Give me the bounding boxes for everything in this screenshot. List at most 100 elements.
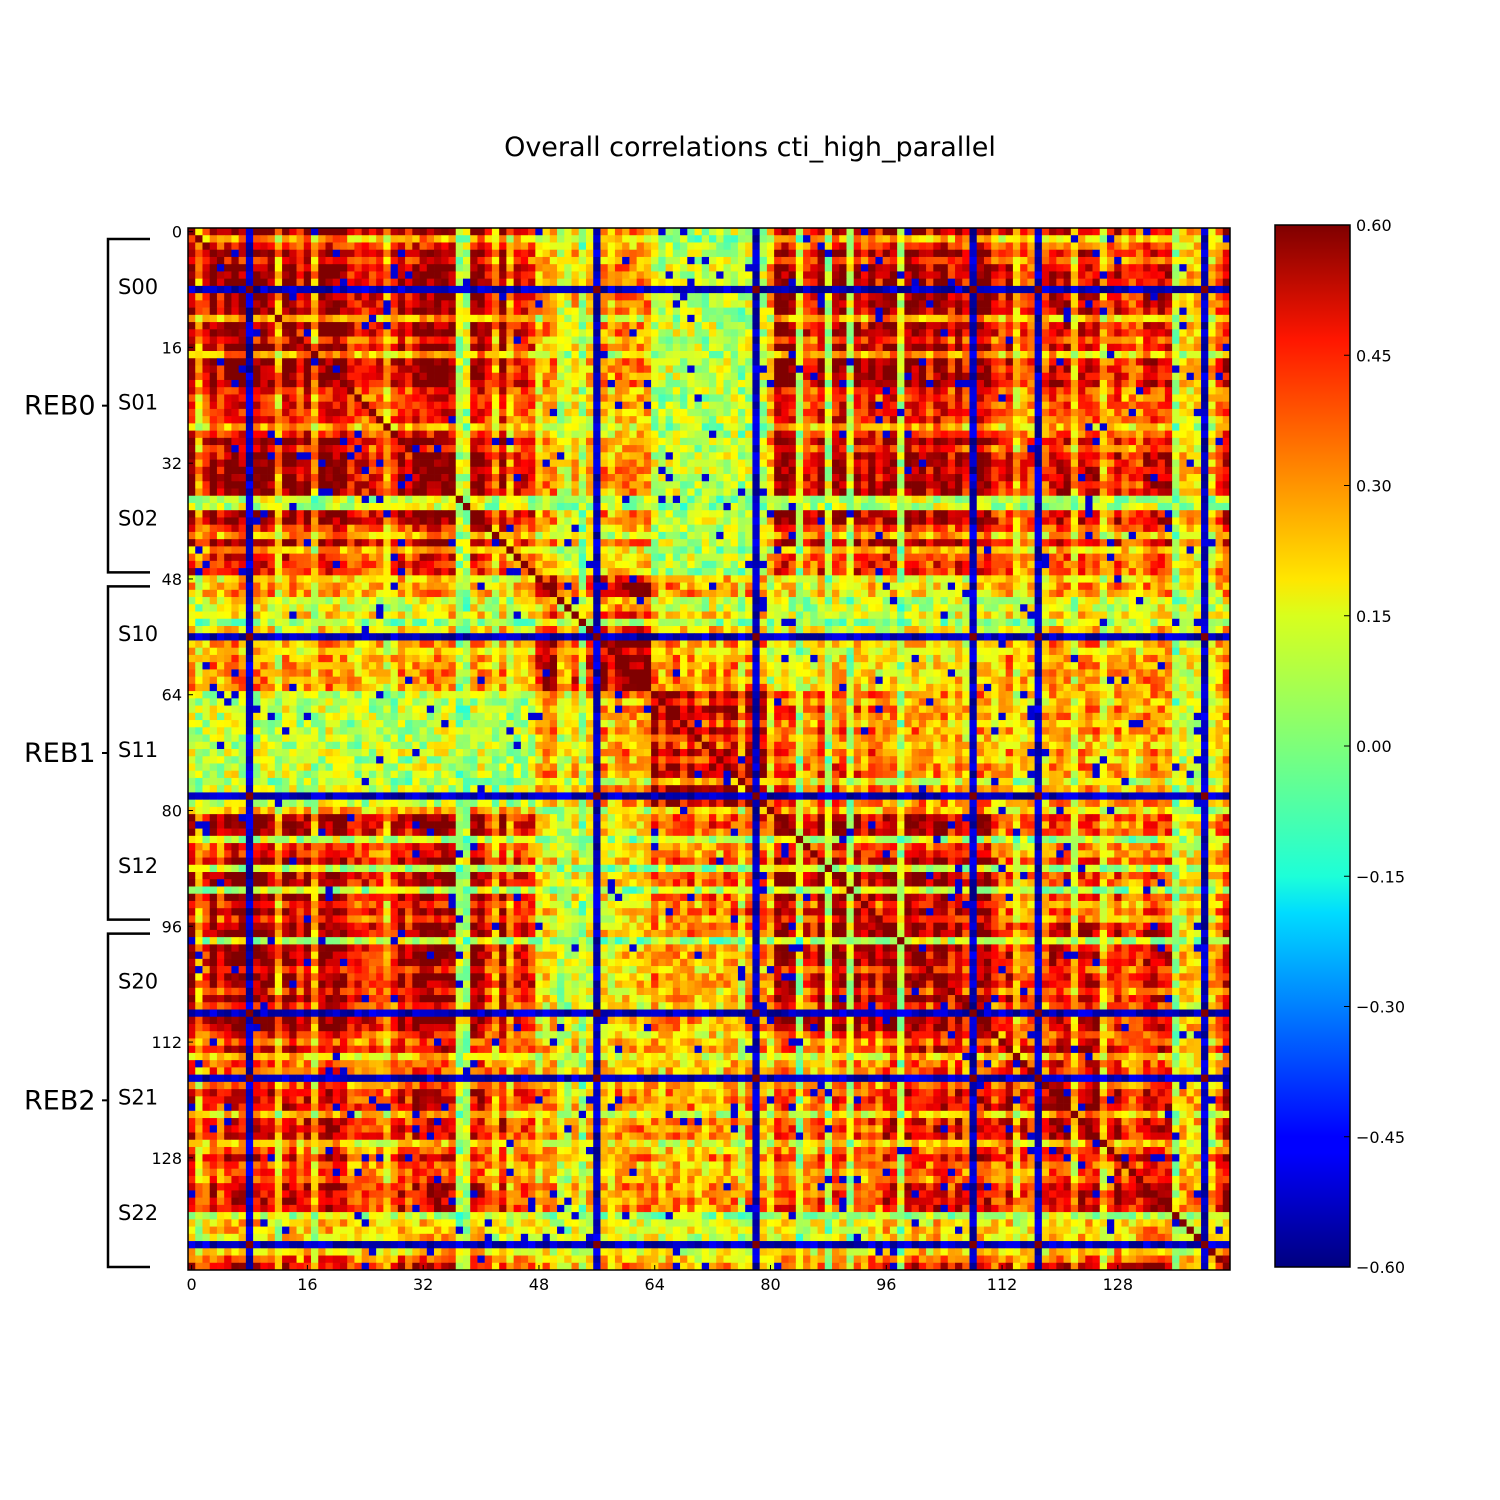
heatmap-cell — [296, 271, 305, 280]
heatmap-cell — [795, 372, 804, 381]
heatmap-cell — [1208, 285, 1216, 294]
heatmap-cell — [542, 256, 551, 265]
heatmap-cell — [875, 408, 884, 417]
heatmap-cell — [687, 445, 695, 453]
heatmap-cell — [274, 474, 283, 482]
heatmap-cell — [520, 466, 529, 475]
heatmap-cell — [723, 322, 732, 330]
heatmap-cell — [1193, 256, 1202, 265]
heatmap-cell — [962, 351, 970, 359]
heatmap-cell — [716, 416, 724, 424]
heatmap-cell — [687, 365, 695, 374]
heatmap-cell — [737, 379, 746, 388]
heatmap-cell — [390, 394, 399, 403]
heatmap-cell — [665, 256, 674, 265]
heatmap-cell — [528, 336, 536, 345]
heatmap-cell — [1099, 307, 1108, 316]
heatmap-cell — [274, 249, 283, 258]
heatmap-cell — [889, 365, 898, 374]
heatmap-cell — [390, 314, 399, 323]
heatmap-cell — [810, 264, 818, 272]
heatmap-cell — [745, 358, 753, 366]
heatmap-cell — [1186, 235, 1195, 243]
heatmap-cell — [846, 365, 855, 374]
heatmap-cell — [491, 401, 500, 410]
heatmap-cell — [216, 249, 225, 258]
heatmap-cell — [788, 459, 797, 468]
heatmap-cell — [1034, 256, 1043, 265]
heatmap-cell — [940, 242, 949, 251]
heatmap-cell — [1215, 452, 1224, 460]
heatmap-cell — [803, 401, 811, 410]
heatmap-cell — [296, 372, 305, 381]
heatmap-cell — [1164, 322, 1173, 330]
heatmap-cell — [1056, 314, 1064, 323]
heatmap-cell — [810, 285, 818, 294]
heatmap-cell — [520, 394, 529, 403]
heatmap-cell — [1179, 307, 1187, 316]
heatmap-cell — [339, 437, 348, 446]
heatmap-cell — [1063, 307, 1072, 316]
heatmap-cell — [224, 235, 232, 243]
heatmap-cell — [745, 445, 753, 453]
heatmap-cell — [484, 336, 493, 345]
heatmap-cell — [1164, 401, 1173, 410]
heatmap-cell — [224, 228, 232, 236]
heatmap-cell — [585, 394, 594, 403]
heatmap-cell — [564, 466, 572, 475]
heatmap-cell — [195, 401, 203, 410]
heatmap-cell — [499, 394, 507, 403]
heatmap-cell — [462, 372, 471, 381]
heatmap-cell — [897, 387, 905, 395]
heatmap-cell — [419, 445, 428, 453]
heatmap-cell — [774, 365, 782, 374]
heatmap-cell — [1106, 285, 1115, 294]
heatmap-cell — [1005, 235, 1014, 243]
heatmap-cell — [882, 408, 891, 417]
heatmap-cell — [1085, 372, 1093, 381]
heatmap-cell — [882, 307, 891, 316]
heatmap-cell — [296, 249, 305, 258]
heatmap-cell — [716, 329, 724, 337]
heatmap-cell — [289, 365, 297, 374]
heatmap-cell — [462, 379, 471, 388]
heatmap-cell — [622, 278, 630, 287]
heatmap-cell — [969, 343, 978, 352]
heatmap-cell — [1193, 293, 1202, 301]
heatmap-cell — [745, 372, 753, 381]
heatmap-cell — [1121, 372, 1130, 381]
heatmap-cell — [585, 401, 594, 410]
heatmap-cell — [216, 430, 225, 439]
heatmap-cell — [926, 249, 934, 258]
heatmap-cell — [542, 293, 551, 301]
heatmap-cell — [1186, 343, 1195, 352]
heatmap-cell — [1049, 322, 1057, 330]
heatmap-cell — [658, 329, 666, 337]
heatmap-cell — [477, 228, 486, 236]
heatmap-cell — [462, 228, 471, 236]
heatmap-cell — [354, 293, 363, 301]
heatmap-cell — [448, 459, 457, 468]
heatmap-cell — [188, 394, 196, 403]
heatmap-cell — [361, 228, 370, 236]
heatmap-cell — [484, 271, 493, 280]
heatmap-cell — [723, 358, 732, 366]
heatmap-cell — [716, 242, 724, 251]
heatmap-cell — [361, 401, 370, 410]
heatmap-cell — [694, 278, 703, 287]
heatmap-cell — [477, 365, 486, 374]
heatmap-cell — [860, 445, 869, 453]
heatmap-cell — [709, 351, 717, 359]
heatmap-cell — [209, 249, 218, 258]
heatmap-cell — [274, 278, 283, 287]
heatmap-cell — [1150, 329, 1158, 337]
heatmap-cell — [195, 293, 203, 301]
heatmap-cell — [636, 452, 645, 460]
heatmap-cell — [339, 408, 348, 417]
heatmap-cell — [607, 437, 616, 446]
heatmap-cell — [1034, 372, 1043, 381]
heatmap-cell — [296, 394, 305, 403]
heatmap-cell — [911, 408, 920, 417]
heatmap-cell — [1034, 300, 1043, 308]
